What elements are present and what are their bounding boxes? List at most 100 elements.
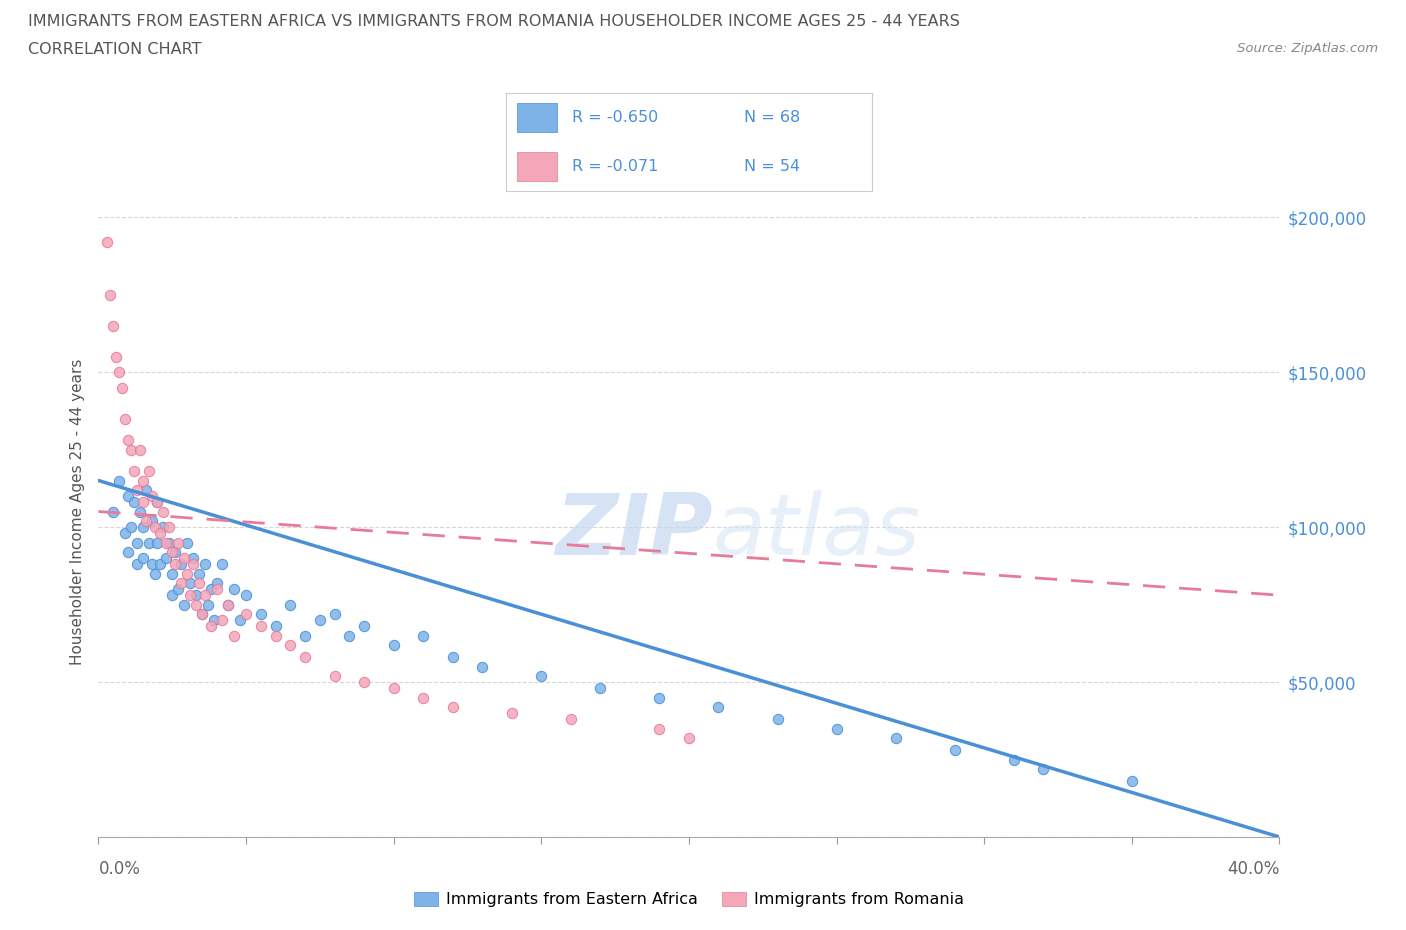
Point	[141, 488, 163, 503]
Point	[128, 442, 150, 457]
Point	[382, 681, 405, 696]
Point	[149, 525, 172, 540]
Point	[1121, 774, 1143, 789]
Point	[143, 520, 166, 535]
Point	[229, 613, 252, 628]
Point	[191, 606, 214, 621]
Point	[211, 557, 233, 572]
Point	[96, 234, 118, 249]
Point	[235, 606, 257, 621]
Point	[648, 690, 671, 705]
Point	[194, 557, 217, 572]
Point	[120, 520, 142, 535]
Point	[187, 566, 209, 581]
Point	[98, 287, 121, 302]
Point	[294, 628, 316, 643]
Point	[191, 606, 214, 621]
Point	[170, 557, 193, 572]
Point	[167, 581, 190, 596]
Text: Source: ZipAtlas.com: Source: ZipAtlas.com	[1237, 42, 1378, 55]
Point	[224, 628, 246, 643]
Point	[125, 535, 148, 550]
Point	[560, 711, 582, 726]
Point	[125, 483, 148, 498]
Text: R = -0.071: R = -0.071	[572, 159, 658, 174]
Point	[205, 581, 228, 596]
Point	[132, 495, 155, 510]
Point	[264, 628, 287, 643]
Point	[278, 637, 302, 652]
Point	[202, 613, 225, 628]
Point	[103, 504, 125, 519]
Point	[114, 525, 136, 540]
Y-axis label: Householder Income Ages 25 - 44 years: Householder Income Ages 25 - 44 years	[70, 358, 86, 665]
Point	[471, 659, 494, 674]
Point	[235, 588, 257, 603]
Point	[181, 557, 204, 572]
Point	[141, 557, 163, 572]
Point	[165, 544, 187, 559]
Point	[146, 535, 169, 550]
Point	[323, 669, 346, 684]
Point	[173, 597, 195, 612]
Point	[132, 520, 155, 535]
Point	[294, 650, 316, 665]
Point	[309, 613, 332, 628]
Point	[146, 495, 169, 510]
Point	[108, 473, 131, 488]
Point	[441, 699, 464, 714]
Point	[152, 520, 174, 535]
Point	[111, 380, 134, 395]
Point	[211, 613, 233, 628]
Point	[165, 557, 187, 572]
Point	[766, 711, 789, 726]
Point	[589, 681, 612, 696]
Point	[162, 544, 183, 559]
Point	[217, 597, 239, 612]
Text: 0.0%: 0.0%	[98, 860, 141, 878]
Point	[167, 535, 190, 550]
Point	[157, 535, 180, 550]
Point	[132, 473, 155, 488]
Point	[179, 588, 201, 603]
Point	[162, 588, 183, 603]
Point	[157, 520, 180, 535]
Point	[197, 597, 219, 612]
Point	[1032, 762, 1054, 777]
Point	[382, 637, 405, 652]
Point	[250, 606, 273, 621]
Point	[155, 535, 177, 550]
Point	[176, 566, 198, 581]
Point	[120, 442, 142, 457]
FancyBboxPatch shape	[517, 103, 557, 132]
Point	[155, 551, 177, 565]
Point	[943, 743, 966, 758]
Point	[323, 606, 346, 621]
Point	[353, 618, 375, 633]
Text: N = 54: N = 54	[744, 159, 800, 174]
Legend: Immigrants from Eastern Africa, Immigrants from Romania: Immigrants from Eastern Africa, Immigran…	[408, 885, 970, 913]
Point	[179, 576, 201, 591]
Point	[501, 706, 523, 721]
Point	[187, 576, 209, 591]
Point	[200, 618, 222, 633]
Point	[138, 464, 160, 479]
Text: ZIP: ZIP	[555, 489, 713, 573]
Point	[217, 597, 239, 612]
Point	[353, 674, 375, 689]
Text: atlas: atlas	[713, 489, 921, 573]
Point	[117, 488, 139, 503]
Point	[441, 650, 464, 665]
Point	[224, 581, 246, 596]
Point	[205, 576, 228, 591]
Point	[530, 669, 553, 684]
Point	[250, 618, 273, 633]
Point	[105, 349, 128, 364]
Point	[125, 557, 148, 572]
Text: N = 68: N = 68	[744, 110, 800, 125]
Point	[825, 721, 848, 736]
Point	[146, 495, 169, 510]
Text: CORRELATION CHART: CORRELATION CHART	[28, 42, 201, 57]
Point	[412, 628, 434, 643]
Point	[135, 483, 157, 498]
